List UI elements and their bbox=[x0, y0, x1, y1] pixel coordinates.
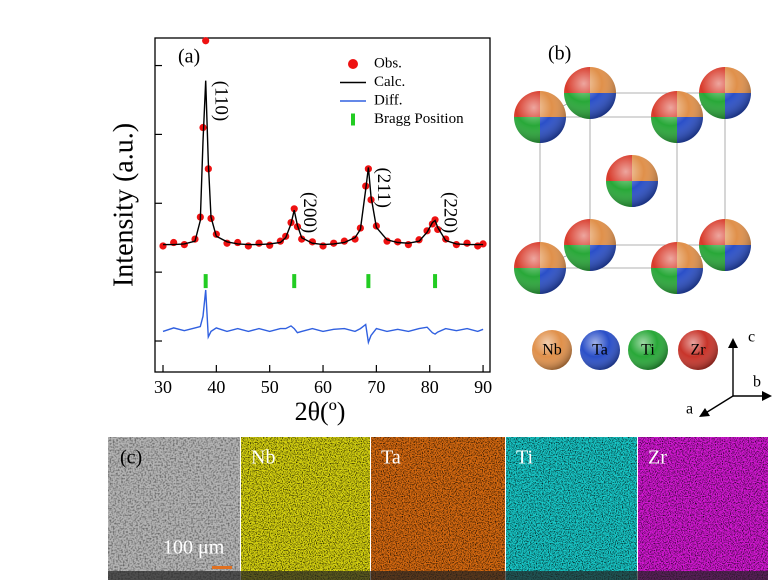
atom bbox=[606, 155, 658, 207]
bragg-mark bbox=[203, 274, 208, 289]
bragg-mark bbox=[292, 274, 297, 289]
axis-label: c bbox=[748, 329, 755, 346]
peak-label: (211) bbox=[373, 167, 394, 207]
obs-point bbox=[255, 239, 263, 247]
atom bbox=[699, 219, 751, 271]
legend-label: Obs. bbox=[374, 55, 402, 71]
element-label: Ti bbox=[641, 342, 655, 359]
x-tick-label: 70 bbox=[367, 377, 385, 397]
obs-point bbox=[351, 235, 359, 243]
scale-bar bbox=[212, 566, 232, 569]
bragg-mark bbox=[433, 274, 438, 289]
obs-point bbox=[266, 241, 274, 249]
series-line bbox=[162, 289, 484, 346]
legend-swatch bbox=[351, 113, 355, 126]
lattice-axes bbox=[703, 345, 766, 415]
map-texture bbox=[506, 437, 637, 580]
x-axis-label: 2θ(º) bbox=[295, 397, 346, 426]
map-label: Ti bbox=[516, 447, 534, 469]
sem-texture bbox=[108, 437, 240, 580]
sphere-shine bbox=[628, 330, 668, 370]
obs-point bbox=[298, 235, 306, 243]
panel-label: (c) bbox=[120, 447, 142, 469]
obs-point bbox=[383, 237, 391, 245]
atom bbox=[514, 242, 566, 294]
x-tick-label: 40 bbox=[207, 377, 225, 397]
info-bar bbox=[108, 571, 768, 580]
obs-point bbox=[202, 37, 210, 45]
x-tick-label: 80 bbox=[421, 377, 439, 397]
obs-point bbox=[290, 205, 298, 213]
panel-label: (b) bbox=[548, 43, 571, 65]
x-tick-label: 60 bbox=[314, 377, 332, 397]
peak-label: (200) bbox=[299, 192, 320, 233]
atom bbox=[651, 242, 703, 294]
element-label: Zr bbox=[690, 342, 706, 359]
x-tick-label: 30 bbox=[154, 377, 172, 397]
map-label: Zr bbox=[648, 447, 667, 469]
obs-point bbox=[319, 242, 327, 250]
sphere-shine bbox=[580, 330, 620, 370]
map-label: Nb bbox=[251, 447, 275, 469]
series-line bbox=[163, 80, 484, 246]
atom bbox=[651, 91, 703, 143]
element-label: Nb bbox=[542, 342, 562, 359]
obs-point bbox=[159, 242, 167, 250]
legend-label: Diff. bbox=[374, 92, 402, 108]
map-label: Ta bbox=[381, 447, 401, 469]
element-label: Ta bbox=[592, 342, 608, 359]
panel-label: (a) bbox=[178, 46, 200, 68]
map-texture bbox=[241, 437, 370, 580]
map-texture bbox=[638, 437, 768, 580]
sphere-shine bbox=[678, 330, 718, 370]
legend-label: Bragg Position bbox=[374, 111, 464, 127]
legend-label: Calc. bbox=[374, 74, 405, 90]
axis-label: b bbox=[753, 374, 761, 391]
bragg-mark bbox=[366, 274, 371, 289]
atom bbox=[699, 67, 751, 119]
atom bbox=[564, 219, 616, 271]
eds-maps: (c) 100 μm Nb Ta Ti Zr bbox=[108, 437, 768, 580]
x-tick-label: 50 bbox=[261, 377, 279, 397]
crystal-structure: (b) Nb Ta Ti Zr c b a bbox=[514, 43, 772, 418]
axis-label: a bbox=[686, 401, 693, 418]
legend-swatch bbox=[348, 59, 358, 69]
peak-label: (110) bbox=[210, 81, 231, 121]
xrd-chart: (a) 2θ(º) Intensity (a.u.) 30 40 50 60 70 80 9… bbox=[108, 37, 492, 426]
sphere-shine bbox=[532, 330, 572, 370]
scale-label: 100 μm bbox=[163, 537, 225, 559]
obs-point bbox=[244, 242, 252, 250]
obs-point bbox=[234, 238, 242, 247]
obs-point bbox=[463, 239, 471, 247]
x-tick-label: 90 bbox=[474, 377, 492, 397]
atom bbox=[514, 91, 566, 143]
atom bbox=[564, 67, 616, 119]
y-axis-label: Intensity (a.u.) bbox=[108, 123, 139, 287]
map-texture bbox=[371, 437, 505, 580]
peak-label: (220) bbox=[440, 192, 461, 233]
